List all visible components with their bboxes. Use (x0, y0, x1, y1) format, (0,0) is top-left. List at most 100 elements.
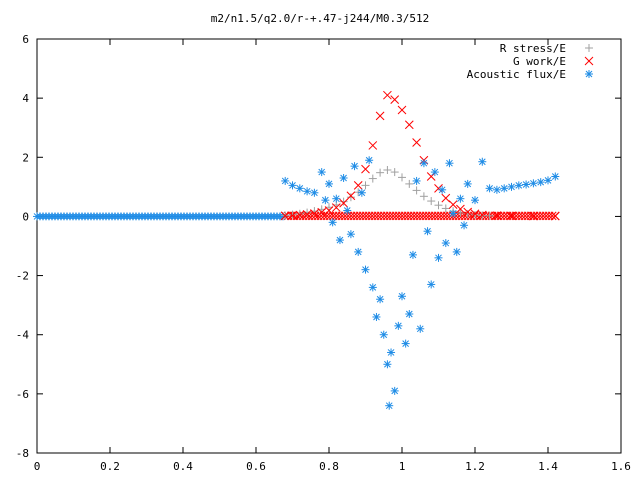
data-point (328, 218, 337, 227)
data-point (361, 164, 370, 174)
data-point (423, 227, 432, 236)
data-point (303, 187, 312, 196)
data-point (478, 157, 487, 166)
data-point (350, 162, 359, 171)
data-point (303, 208, 312, 217)
data-point (463, 207, 473, 217)
data-point (394, 321, 403, 330)
data-point (310, 209, 319, 218)
axis-ticks (36, 38, 622, 454)
data-point (361, 181, 370, 190)
data-point (376, 295, 385, 304)
data-point (507, 211, 516, 221)
data-point (449, 209, 458, 218)
data-point (441, 193, 451, 203)
x-tick-label: 0.6 (246, 460, 266, 473)
baseline-segment (33, 212, 287, 221)
data-marks (33, 90, 560, 410)
x-tick-label: 1.2 (465, 460, 485, 473)
data-point (416, 324, 425, 333)
data-point (288, 181, 297, 190)
data-point (390, 95, 400, 104)
data-point (335, 236, 344, 245)
data-point (404, 120, 414, 130)
data-point (280, 211, 290, 221)
y-tick-label: -8 (16, 447, 29, 460)
x-tick-label: 0.4 (173, 460, 193, 473)
data-point (398, 292, 406, 301)
data-point (385, 401, 394, 410)
data-point (331, 203, 341, 212)
data-point (470, 209, 480, 219)
y-tick-label: -6 (16, 388, 29, 401)
y-tick-label: 0 (22, 210, 29, 223)
data-point (361, 265, 370, 274)
data-point (357, 188, 366, 197)
data-point (507, 182, 516, 191)
data-point (419, 192, 428, 201)
data-point (387, 348, 396, 357)
data-point (441, 239, 450, 248)
data-point (397, 105, 407, 115)
data-point (302, 210, 312, 219)
data-point (368, 283, 377, 292)
data-point (365, 156, 374, 165)
data-point (295, 184, 304, 193)
data-point (295, 210, 305, 220)
data-point (434, 201, 443, 210)
data-point (427, 280, 436, 289)
data-point (376, 168, 385, 177)
data-point (368, 141, 378, 150)
data-point (463, 179, 472, 188)
x-tick-label: 1 (399, 460, 406, 473)
data-point (339, 173, 348, 182)
data-point (485, 211, 494, 220)
data-point (529, 211, 538, 221)
data-point (514, 181, 523, 190)
data-point (427, 197, 436, 206)
y-tick-label: -2 (16, 270, 29, 283)
data-point (430, 168, 439, 177)
data-point (445, 159, 454, 168)
data-point (441, 204, 450, 213)
data-point (405, 310, 414, 319)
data-point (346, 193, 355, 202)
y-tick-label: 4 (22, 92, 29, 105)
data-point (477, 210, 487, 220)
data-point (288, 210, 297, 219)
data-point (346, 230, 355, 239)
data-point (456, 208, 465, 217)
data-point (398, 173, 406, 182)
data-point (339, 197, 348, 206)
data-point (375, 111, 385, 121)
data-point (368, 174, 377, 183)
data-point (434, 253, 443, 262)
legend-label: Acoustic flux/E (467, 68, 566, 81)
chart-title: m2/n1.5/q2.0/r-+.47-j244/M0.3/512 (211, 12, 430, 25)
data-point (492, 211, 502, 220)
y-tick-label: -4 (16, 329, 30, 342)
data-point (438, 185, 447, 194)
data-point (550, 211, 560, 221)
x-tick-label: 0.2 (100, 460, 120, 473)
data-point (460, 221, 469, 230)
x-tick-label: 1.4 (538, 460, 558, 473)
y-tick-label: 2 (22, 151, 29, 164)
data-point (339, 198, 348, 208)
data-point (485, 184, 494, 193)
data-point (390, 168, 399, 177)
data-point (353, 181, 363, 190)
data-point (452, 247, 461, 256)
data-point (317, 168, 326, 177)
data-point (471, 210, 479, 219)
data-point (281, 176, 290, 185)
data-point (321, 196, 330, 205)
data-point (529, 179, 538, 188)
data-point (536, 178, 545, 187)
plot-frame (36, 38, 622, 454)
legend-marker (584, 56, 594, 66)
legend-label: G work/E (513, 55, 566, 68)
series-2 (281, 156, 560, 410)
data-point (372, 312, 381, 321)
